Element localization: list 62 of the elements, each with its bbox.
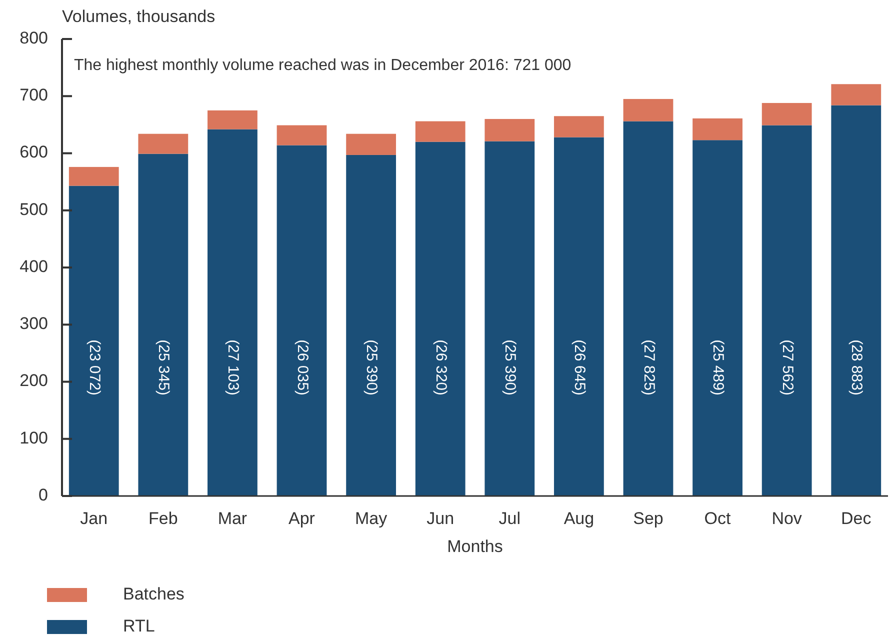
bar bbox=[484, 118, 535, 142]
x-tick-label: Jun bbox=[426, 509, 454, 528]
bar bbox=[554, 137, 604, 496]
x-tick-label: Jan bbox=[80, 509, 108, 528]
bar bbox=[346, 154, 396, 496]
bar bbox=[762, 102, 812, 126]
bar bbox=[68, 166, 119, 186]
y-axis-title: Volumes, thousands bbox=[62, 7, 216, 26]
x-tick-label: May bbox=[354, 509, 388, 528]
y-tick-label: 200 bbox=[20, 371, 48, 390]
bar bbox=[692, 118, 742, 140]
y-tick-label: 800 bbox=[20, 28, 48, 48]
annotation: (28 883) bbox=[848, 340, 866, 396]
x-tick-label: Sep bbox=[633, 509, 664, 528]
bar bbox=[346, 134, 396, 155]
bar bbox=[623, 98, 674, 122]
bar bbox=[554, 116, 604, 138]
y-tick-label: 700 bbox=[20, 86, 48, 105]
y-tick-label: 300 bbox=[20, 314, 48, 334]
annotation: (27 825) bbox=[640, 340, 658, 396]
bar bbox=[276, 145, 327, 496]
annotation: (27 103) bbox=[224, 340, 242, 396]
bar bbox=[138, 154, 188, 496]
bar bbox=[831, 84, 882, 106]
bar bbox=[415, 121, 466, 142]
annotation: (25 345) bbox=[155, 340, 172, 396]
y-tick-label: 0 bbox=[38, 485, 48, 504]
bar bbox=[138, 134, 188, 154]
y-tick-label: 500 bbox=[20, 200, 48, 219]
y-tick-label: 600 bbox=[20, 142, 48, 162]
x-tick-label: Apr bbox=[288, 509, 316, 528]
annotation: (23 072) bbox=[86, 340, 103, 396]
bar bbox=[208, 129, 258, 496]
x-tick-label: Mar bbox=[218, 509, 248, 528]
annotation: (25 489) bbox=[710, 340, 727, 396]
bar bbox=[484, 141, 535, 496]
legend-label: Batches bbox=[123, 584, 184, 604]
x-axis-title: Months bbox=[447, 537, 503, 556]
bar bbox=[831, 105, 882, 496]
y-tick-label: 100 bbox=[20, 428, 48, 448]
annotation: (25 390) bbox=[363, 340, 380, 396]
x-tick-label: Jul bbox=[498, 509, 521, 528]
x-tick-label: Aug bbox=[564, 509, 594, 528]
x-tick-label: Nov bbox=[772, 509, 802, 528]
x-tick-label: Feb bbox=[148, 509, 178, 528]
legend-label: RTL bbox=[123, 616, 155, 636]
bar bbox=[762, 125, 812, 496]
bar bbox=[692, 140, 742, 496]
bar bbox=[276, 125, 327, 146]
x-tick-label: Dec bbox=[841, 509, 872, 528]
annotation: (25 390) bbox=[502, 340, 519, 396]
y-tick-label: 400 bbox=[20, 256, 48, 276]
bar bbox=[415, 142, 466, 496]
annotation: (27 562) bbox=[778, 340, 796, 396]
annotation: (26 035) bbox=[294, 340, 311, 396]
bar bbox=[68, 186, 119, 496]
annotation: (26 645) bbox=[570, 340, 588, 396]
annotation: (26 320) bbox=[432, 340, 450, 396]
annotation: The highest monthly volume reached was in December 2016: 721 000 bbox=[74, 57, 572, 74]
x-tick-label: Oct bbox=[704, 509, 732, 528]
bar bbox=[208, 110, 258, 130]
bar bbox=[623, 121, 674, 496]
